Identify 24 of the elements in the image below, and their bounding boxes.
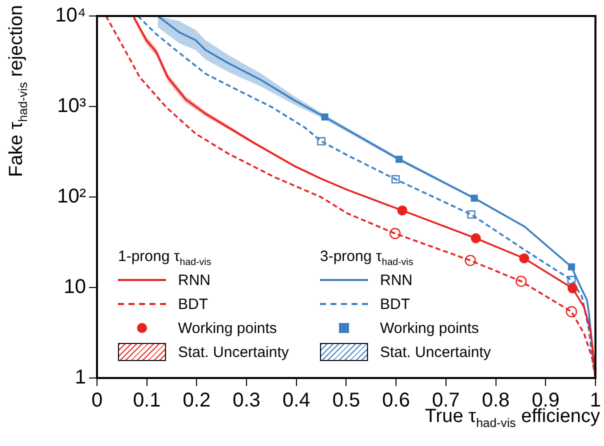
x-tick-label: 0.5 <box>332 390 360 412</box>
x-tick-label: 0.3 <box>232 390 260 412</box>
annotation: 3-prong τ$_{had-vis}$ <box>320 248 414 268</box>
y-tick-label: 1 <box>74 366 86 389</box>
y-tick-label: 10³ <box>57 95 86 118</box>
y-tick-label: 10⁴ <box>55 4 86 27</box>
annotation: 1-prong τ$_{had-vis}$ <box>118 248 212 268</box>
legend-label: Working points <box>178 320 277 336</box>
x-tick-label: 0.8 <box>482 390 510 412</box>
x-tick-label: 0 <box>91 390 103 412</box>
annotation: Stat. Uncertainty <box>380 344 491 360</box>
legend-label: BDT <box>380 296 410 312</box>
y-tick-label: 10 <box>64 276 86 298</box>
legend-label: BDT <box>178 296 208 312</box>
legend-label: RNN <box>178 272 210 288</box>
annotation: Stat. Uncertainty <box>178 344 289 360</box>
x-tick-label: 0.1 <box>132 390 161 412</box>
y-tick-label: 10² <box>57 186 86 208</box>
legend-label: Working points <box>380 320 479 336</box>
x-tick-label: 0.2 <box>182 390 211 412</box>
x-tick-label: 0.4 <box>282 390 310 412</box>
x-tick-label: 1 <box>590 390 601 412</box>
legend-label: RNN <box>380 272 412 288</box>
x-tick-label: 0.6 <box>382 390 410 412</box>
